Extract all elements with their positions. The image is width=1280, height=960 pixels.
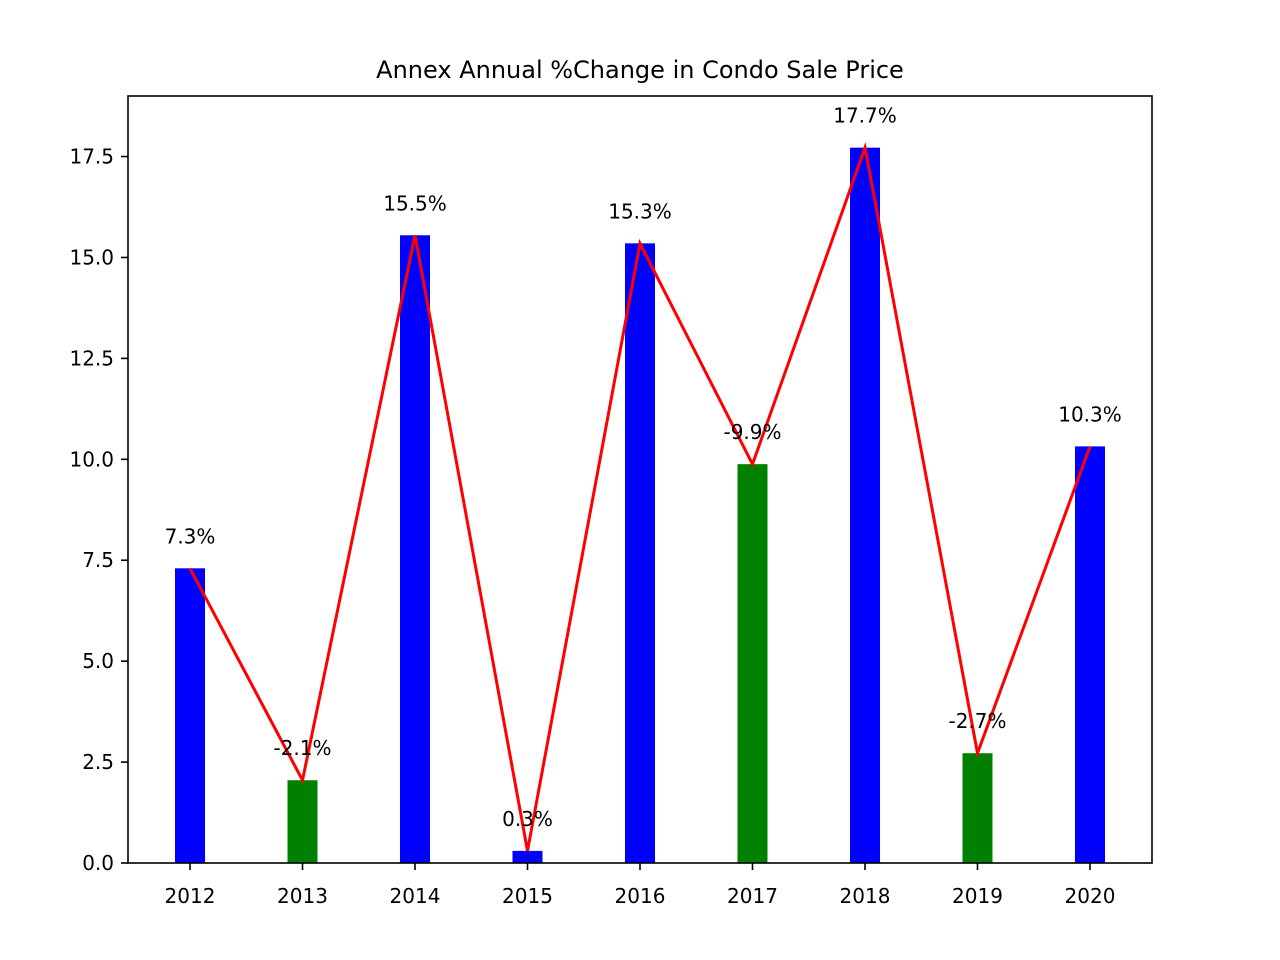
x-tick-label: 2018	[840, 884, 891, 908]
y-tick-label: 5.0	[82, 649, 114, 673]
y-tick-label: 10.0	[69, 447, 114, 471]
bar-2013	[287, 780, 318, 863]
x-tick-label: 2012	[165, 884, 216, 908]
bar-label-2020: 10.3%	[1058, 402, 1122, 426]
bar-2016	[625, 243, 655, 864]
y-tick-label: 0.0	[82, 851, 114, 875]
y-tick-label: 7.5	[82, 548, 114, 572]
trend-line	[188, 141, 1092, 852]
plot-frame	[127, 95, 1153, 864]
x-tick-label: 2017	[727, 884, 778, 908]
x-axis: 2012 2013 2014 2015 2016 2017 2018 2019 2020	[165, 863, 1116, 908]
x-tick-label: 2015	[502, 884, 553, 908]
bar-2018	[850, 147, 880, 864]
bar-labels-layer: 7.3% -2.1% 15.5% 0.3% 15.3% -9.9% 17.7% -2.7% 10…	[165, 104, 1122, 831]
bar-2014	[400, 235, 430, 863]
x-tick-label: 2016	[615, 884, 666, 908]
y-tick-label: 15.0	[69, 245, 114, 269]
y-tick-label: 2.5	[82, 750, 114, 774]
trend-line-layer	[188, 141, 1092, 852]
x-tick-label: 2014	[390, 884, 441, 908]
bar-2019	[962, 753, 993, 863]
bar-label-2019: -2.7%	[948, 709, 1006, 733]
bar-2020	[1075, 446, 1105, 863]
x-tick-label: 2020	[1065, 884, 1116, 908]
chart-title: Annex Annual %Change in Condo Sale Price	[376, 56, 904, 84]
bar-label-2017: -9.9%	[723, 420, 781, 444]
bar-label-2014: 15.5%	[383, 191, 447, 215]
y-axis: 0.0 2.5 5.0 7.5 10.0 12.5 15.0 17.5	[69, 145, 128, 875]
y-tick-label: 17.5	[69, 145, 114, 169]
x-tick-label: 2013	[277, 884, 328, 908]
bar-label-2012: 7.3%	[165, 524, 216, 548]
bar-label-2016: 15.3%	[608, 199, 672, 223]
bar-label-2015: 0.3%	[502, 807, 553, 831]
bar-label-2018: 17.7%	[833, 104, 897, 128]
bar-2012	[175, 568, 205, 863]
bar-2017	[737, 464, 768, 863]
bar-2015	[512, 850, 543, 863]
bars-layer	[175, 147, 1105, 864]
y-tick-label: 12.5	[69, 346, 114, 370]
bar-label-2013: -2.1%	[273, 736, 331, 760]
x-tick-label: 2019	[952, 884, 1003, 908]
